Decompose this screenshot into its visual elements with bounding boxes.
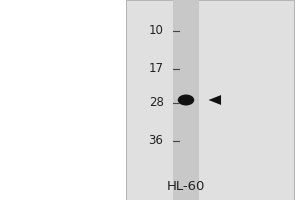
Text: 17: 17 (148, 62, 164, 75)
Bar (173, 0, 199, 200)
Polygon shape (208, 95, 221, 105)
Text: 10: 10 (148, 24, 164, 38)
Text: 28: 28 (148, 97, 164, 110)
Text: 36: 36 (148, 134, 164, 148)
Bar (126, 0, 294, 200)
Ellipse shape (178, 95, 194, 106)
Text: HL-60: HL-60 (167, 180, 205, 192)
